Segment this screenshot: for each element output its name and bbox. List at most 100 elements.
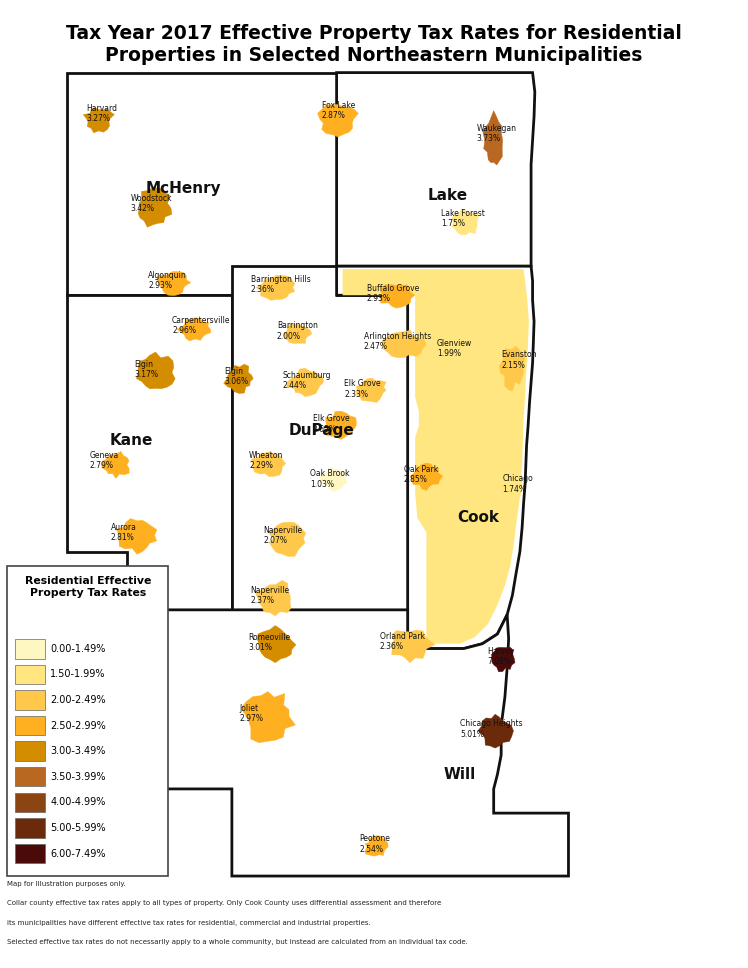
Polygon shape — [337, 73, 535, 266]
Text: Map for Illustration purposes only.: Map for Illustration purposes only. — [7, 881, 126, 887]
Bar — [15, 793, 45, 812]
Text: Cook: Cook — [458, 510, 500, 526]
Polygon shape — [138, 188, 172, 227]
Text: 2.00-2.49%: 2.00-2.49% — [50, 695, 105, 705]
Bar — [15, 818, 45, 837]
Text: 5.00-5.99%: 5.00-5.99% — [50, 823, 105, 832]
Text: Fox Lake
2.87%: Fox Lake 2.87% — [322, 101, 355, 120]
Polygon shape — [241, 691, 295, 742]
Polygon shape — [482, 110, 503, 165]
Text: Joliet
2.97%: Joliet 2.97% — [239, 704, 263, 723]
Text: Geneva
2.79%: Geneva 2.79% — [90, 451, 119, 470]
Text: McHenry: McHenry — [145, 181, 221, 197]
Text: Naperville
2.37%: Naperville 2.37% — [251, 586, 289, 605]
Text: Harvard
3.27%: Harvard 3.27% — [86, 104, 117, 123]
Polygon shape — [478, 714, 513, 748]
Text: 6.00-7.49%: 6.00-7.49% — [50, 849, 105, 859]
Text: DuPage: DuPage — [289, 423, 355, 439]
Text: Selected effective tax rates do not necessarily apply to a whole community, but : Selected effective tax rates do not nece… — [7, 939, 468, 945]
Text: its municipalities have different effective tax rates for residential, commercia: its municipalities have different effect… — [7, 920, 371, 925]
Polygon shape — [67, 73, 337, 295]
Text: Harvey
7.08%: Harvey 7.08% — [488, 647, 515, 666]
Ellipse shape — [504, 465, 522, 503]
Polygon shape — [491, 648, 515, 672]
Text: Elk Grove
2.33%: Elk Grove 2.33% — [344, 379, 381, 399]
Bar — [15, 767, 45, 786]
Polygon shape — [127, 610, 568, 876]
Polygon shape — [101, 451, 129, 478]
Polygon shape — [320, 468, 347, 492]
Text: Elk Grove
2.65%: Elk Grove 2.65% — [313, 414, 349, 434]
Text: Romeoville
3.01%: Romeoville 3.01% — [248, 633, 290, 652]
Text: Elgin
3.06%: Elgin 3.06% — [224, 367, 248, 386]
Polygon shape — [499, 347, 525, 391]
Polygon shape — [232, 266, 408, 610]
Polygon shape — [257, 625, 296, 663]
Text: Kane: Kane — [109, 433, 153, 448]
Text: Residential Effective
Property Tax Rates: Residential Effective Property Tax Rates — [25, 576, 151, 597]
Polygon shape — [381, 285, 415, 308]
Text: Oak Park
2.85%: Oak Park 2.85% — [404, 465, 438, 484]
Text: Aurora
2.81%: Aurora 2.81% — [111, 523, 137, 542]
Text: Chicago
1.74%: Chicago 1.74% — [503, 474, 533, 494]
Text: Chicago Heights
5.01%: Chicago Heights 5.01% — [460, 719, 523, 739]
Polygon shape — [356, 378, 386, 403]
Polygon shape — [177, 318, 211, 341]
Polygon shape — [67, 295, 232, 610]
Text: Naperville
2.07%: Naperville 2.07% — [263, 526, 302, 545]
Text: 2.50-2.99%: 2.50-2.99% — [50, 720, 106, 731]
Bar — [15, 741, 45, 761]
Text: Orland Park
2.36%: Orland Park 2.36% — [380, 632, 425, 651]
Text: 3.50-3.99%: 3.50-3.99% — [50, 771, 105, 782]
Polygon shape — [255, 581, 291, 616]
Polygon shape — [452, 209, 479, 235]
Polygon shape — [318, 105, 358, 136]
Text: Tax Year 2017 Effective Property Tax Rates for Residential
Properties in Selecte: Tax Year 2017 Effective Property Tax Rat… — [66, 24, 682, 65]
Polygon shape — [411, 463, 443, 491]
Text: 0.00-1.49%: 0.00-1.49% — [50, 644, 105, 653]
Text: Glenview
1.99%: Glenview 1.99% — [437, 339, 472, 358]
Polygon shape — [325, 411, 357, 439]
Bar — [15, 716, 45, 736]
Text: Waukegan
3.73%: Waukegan 3.73% — [476, 124, 516, 143]
Text: 4.00-4.99%: 4.00-4.99% — [50, 798, 105, 807]
Text: Elgin
3.17%: Elgin 3.17% — [135, 360, 159, 379]
Text: 1.50-1.99%: 1.50-1.99% — [50, 670, 105, 680]
Text: Lake Forest
1.75%: Lake Forest 1.75% — [441, 209, 485, 228]
Bar — [15, 844, 45, 863]
Polygon shape — [157, 271, 191, 295]
Polygon shape — [136, 352, 175, 389]
Text: Woodstock
3.42%: Woodstock 3.42% — [131, 194, 172, 213]
Text: Peotone
2.54%: Peotone 2.54% — [359, 834, 390, 854]
Polygon shape — [337, 266, 534, 649]
Text: Lake: Lake — [427, 188, 468, 203]
Text: Collar county effective tax rates apply to all types of property. Only Cook Coun: Collar county effective tax rates apply … — [7, 900, 442, 906]
Text: Barrington Hills
2.36%: Barrington Hills 2.36% — [251, 275, 310, 294]
Text: Evanston
2.15%: Evanston 2.15% — [501, 350, 536, 370]
Text: Barrington
2.00%: Barrington 2.00% — [277, 321, 318, 341]
Bar — [15, 665, 45, 684]
Polygon shape — [286, 368, 323, 397]
Polygon shape — [269, 522, 306, 557]
Polygon shape — [256, 275, 295, 300]
Text: Will: Will — [444, 767, 476, 782]
Bar — [15, 639, 45, 658]
Polygon shape — [83, 107, 114, 133]
Polygon shape — [391, 630, 435, 663]
Polygon shape — [343, 269, 529, 644]
Text: Buffalo Grove
2.93%: Buffalo Grove 2.93% — [367, 284, 419, 303]
Polygon shape — [116, 519, 157, 555]
Text: Carpentersville
2.96%: Carpentersville 2.96% — [172, 316, 230, 335]
Text: Wheaton
2.29%: Wheaton 2.29% — [249, 451, 283, 470]
Polygon shape — [365, 835, 388, 856]
Polygon shape — [382, 330, 426, 358]
Polygon shape — [251, 452, 286, 476]
Polygon shape — [224, 364, 254, 394]
Text: Oak Brook
1.03%: Oak Brook 1.03% — [310, 469, 350, 489]
Polygon shape — [283, 324, 312, 344]
Text: 3.00-3.49%: 3.00-3.49% — [50, 746, 105, 756]
Bar — [15, 690, 45, 710]
Text: Algonquin
2.93%: Algonquin 2.93% — [148, 271, 187, 290]
Text: Arlington Heights
2.47%: Arlington Heights 2.47% — [364, 332, 431, 351]
Text: Schaumburg
2.44%: Schaumburg 2.44% — [283, 371, 331, 390]
